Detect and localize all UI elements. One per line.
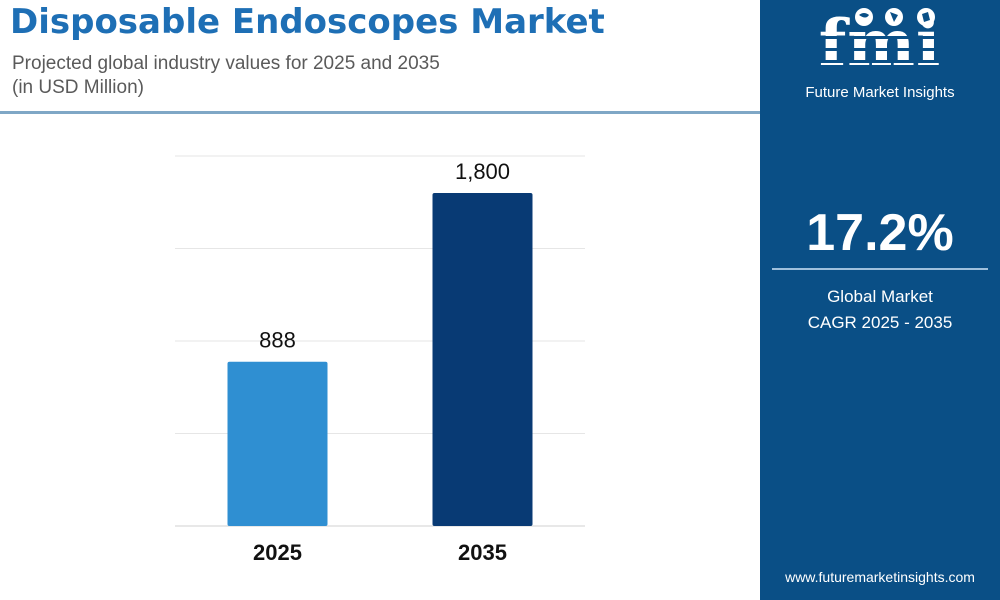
bar-2025 xyxy=(227,361,328,526)
logo-stripes-icon xyxy=(796,36,964,75)
fmi-logo: fmi Future Market Insights xyxy=(790,4,970,104)
chart-title: Disposable Endoscopes Market xyxy=(10,2,605,42)
cagr-value: 17.2% xyxy=(806,204,954,262)
x-tick-label-2025: 2025 xyxy=(253,540,302,565)
bar-chart: 888 2025 1,800 2035 xyxy=(175,155,585,565)
cagr-label-line-1: Global Market xyxy=(827,287,933,306)
cagr-label-line-2: CAGR 2025 - 2035 xyxy=(807,313,953,332)
data-label-2035: 1,800 xyxy=(455,159,510,184)
website-url: www.futuremarketinsights.com xyxy=(785,569,975,585)
sidebar-panel: fmi Future Market Insights 17.2% Global … xyxy=(760,0,1000,600)
subtitle-line-1: Projected global industry values for 202… xyxy=(12,53,440,74)
header-divider xyxy=(0,111,760,114)
cagr-label: Global Market CAGR 2025 - 2035 xyxy=(760,284,1000,336)
chart-panel: Disposable Endoscopes Market Projected g… xyxy=(0,2,760,565)
bar-2035 xyxy=(432,193,533,526)
chart-subtitle: Projected global industry values for 202… xyxy=(12,52,440,100)
x-tick-label-2035: 2035 xyxy=(458,540,507,565)
subtitle-line-2: (in USD Million) xyxy=(12,77,144,98)
logo-caption: Future Market Insights xyxy=(805,84,955,101)
globe-icons xyxy=(855,8,935,26)
cagr-divider xyxy=(772,268,988,270)
data-label-2025: 888 xyxy=(259,328,296,353)
